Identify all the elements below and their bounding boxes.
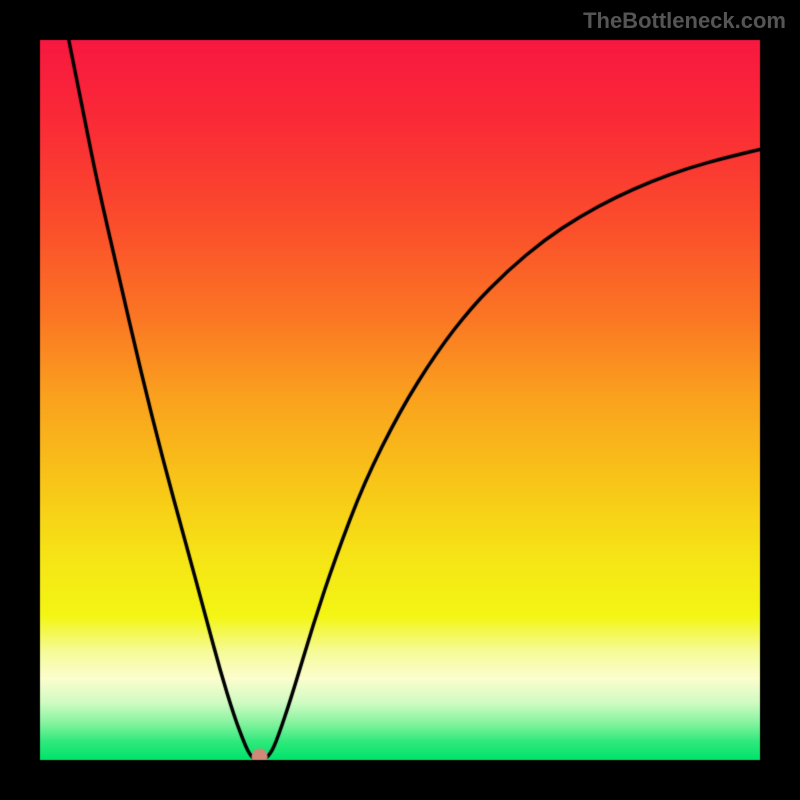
- chart-container: TheBottleneck.com: [0, 0, 800, 800]
- bottleneck-curve-chart: [0, 0, 800, 800]
